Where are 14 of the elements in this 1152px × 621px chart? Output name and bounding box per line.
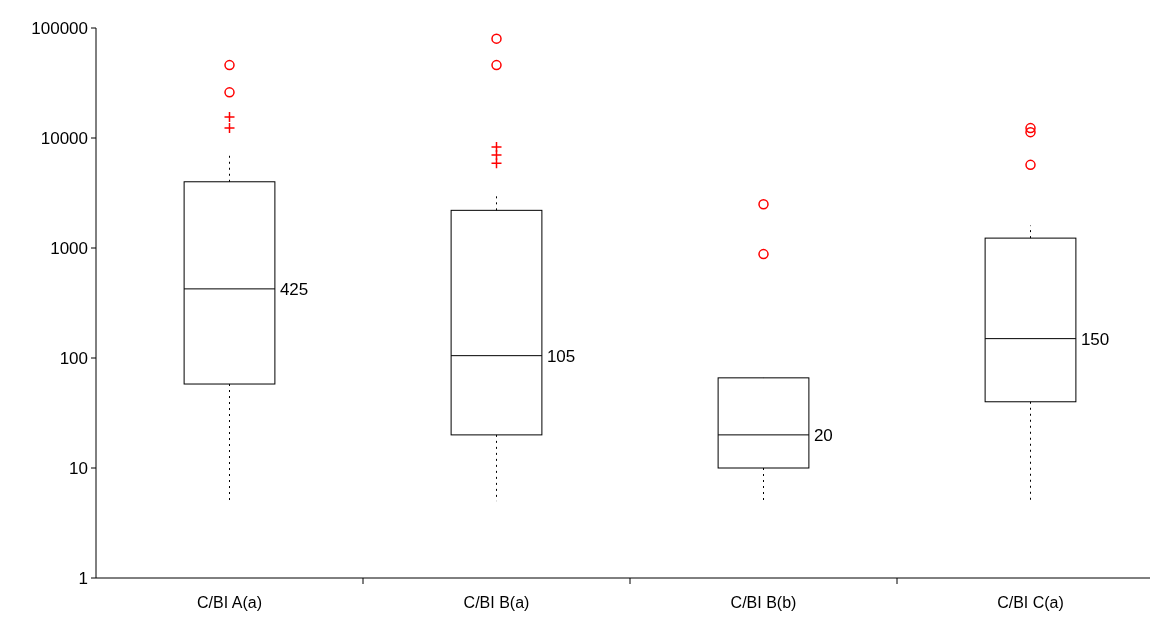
y-tick-label: 10000 bbox=[40, 128, 88, 148]
annotation: 20 bbox=[813, 425, 833, 445]
x-tick-label: C/BI A(a) bbox=[197, 594, 262, 611]
y-tick-label: 1000 bbox=[50, 238, 88, 258]
annotation: 105 bbox=[546, 346, 576, 366]
x-tick-label: C/BI C(a) bbox=[997, 594, 1064, 611]
annotation: 150 bbox=[1080, 329, 1110, 349]
x-tick-label: C/BI B(b) bbox=[730, 594, 797, 611]
y-tick-label: 1 bbox=[78, 568, 88, 588]
y-tick-label: 100000 bbox=[31, 18, 88, 38]
x-tick-label: C/BI B(a) bbox=[463, 594, 530, 611]
y-tick-label: 10 bbox=[69, 458, 88, 478]
y-tick-label: 100 bbox=[59, 348, 88, 368]
annotation: 425 bbox=[279, 279, 309, 299]
